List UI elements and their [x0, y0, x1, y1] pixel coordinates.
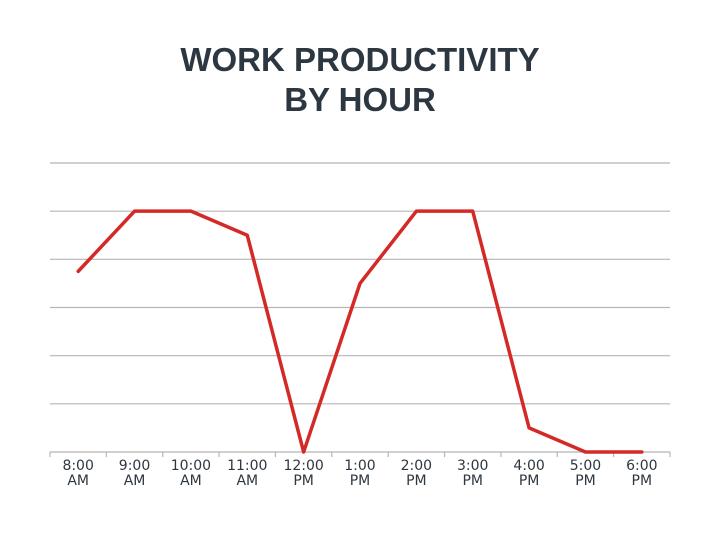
line	[76, 209, 644, 454]
x-tick-label: 8:00 AM	[62, 458, 94, 489]
x-tick-label: 4:00 PM	[513, 458, 545, 489]
x-tick-label: 6:00 PM	[626, 458, 658, 489]
x-tick-label: 3:00 PM	[456, 458, 489, 489]
x-tick-label: 5:00 PM	[569, 458, 602, 489]
x-tick-label: 12:00 PM	[283, 458, 324, 489]
x-tick-label: 2:00 PM	[400, 458, 433, 489]
x-tick-label: 9:00 AM	[118, 458, 151, 489]
x-tick-label: 10:00 AM	[170, 458, 212, 489]
x-tick-label: 1:00 PM	[344, 458, 376, 489]
chart-title: WORK PRODUCTIVITY BY HOUR	[180, 41, 540, 118]
x-tick-label: 11:00 AM	[227, 458, 268, 489]
